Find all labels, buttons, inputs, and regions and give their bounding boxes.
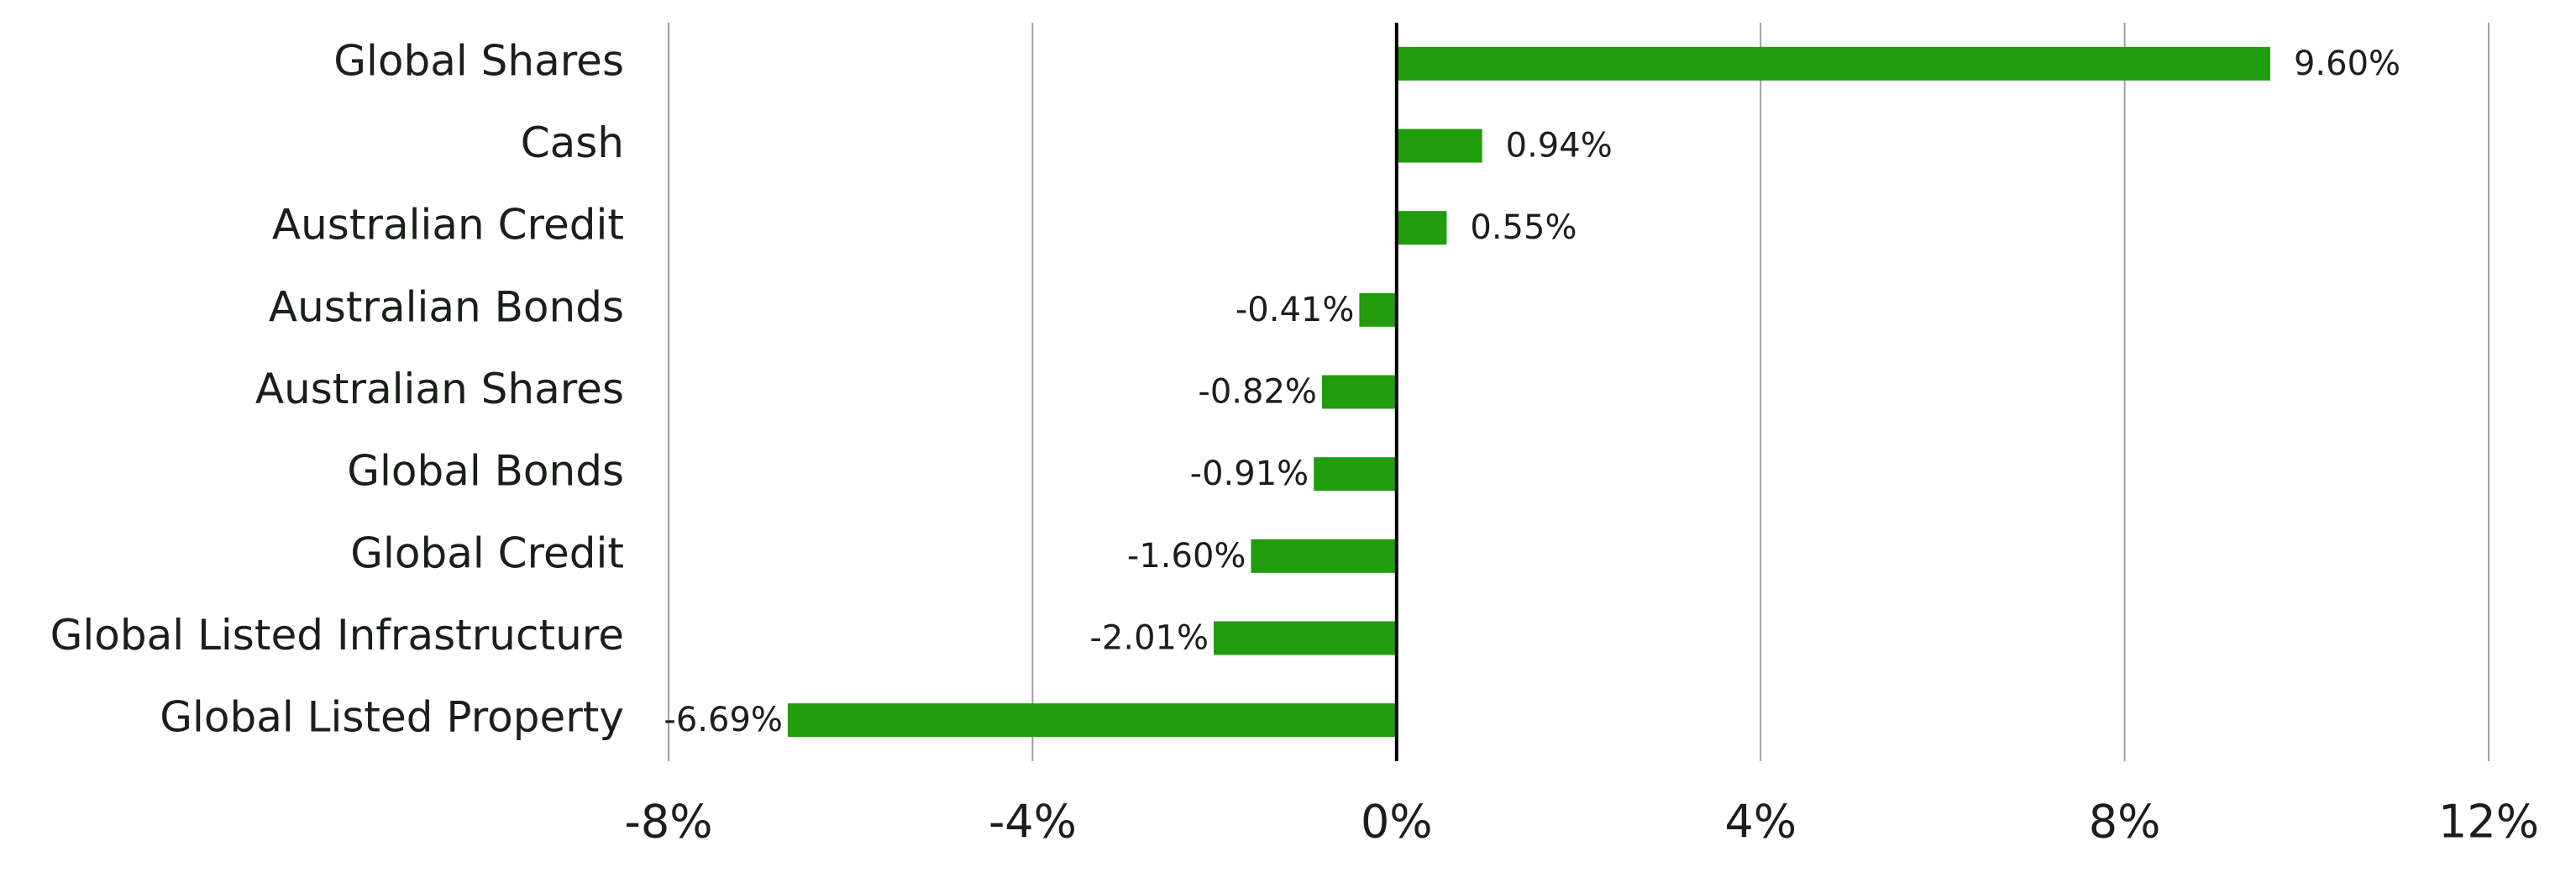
bar xyxy=(1314,457,1397,492)
bar xyxy=(1396,46,2270,81)
x-tick-label: 0% xyxy=(1361,796,1433,849)
bar xyxy=(1321,375,1397,409)
value-label: -0.41% xyxy=(1236,291,1355,329)
y-tick-label: Cash xyxy=(521,118,624,167)
bar xyxy=(1359,292,1397,327)
value-label: 0.55% xyxy=(1470,208,1577,247)
value-label: -6.69% xyxy=(664,701,783,739)
x-tick-label: -8% xyxy=(624,796,712,849)
bar xyxy=(1251,539,1397,573)
value-label: 9.60% xyxy=(2294,45,2400,83)
y-tick-label: Global Credit xyxy=(350,528,624,577)
bar xyxy=(787,703,1397,738)
y-tick-label: Australian Shares xyxy=(255,365,624,413)
x-tick-label: 12% xyxy=(2438,796,2539,849)
y-tick-label: Australian Credit xyxy=(272,201,624,250)
value-label: -1.60% xyxy=(1127,537,1246,576)
y-tick-label: Global Listed Property xyxy=(160,693,624,742)
value-label: -2.01% xyxy=(1090,619,1209,658)
value-label: -0.91% xyxy=(1190,455,1309,493)
y-tick-label: Global Shares xyxy=(333,36,624,85)
value-label: -0.82% xyxy=(1198,373,1317,412)
y-tick-label: Global Bonds xyxy=(347,447,624,496)
y-tick-label: Global Listed Infrastructure xyxy=(50,611,624,660)
bar xyxy=(1396,129,1482,163)
x-tick-label: 4% xyxy=(1724,796,1797,849)
y-tick-label: Australian Bonds xyxy=(269,282,624,331)
bar xyxy=(1396,211,1447,245)
x-tick-label: 8% xyxy=(2089,796,2161,849)
bar xyxy=(1214,621,1397,655)
x-tick-label: -4% xyxy=(989,796,1077,849)
value-label: 0.94% xyxy=(1506,127,1613,166)
